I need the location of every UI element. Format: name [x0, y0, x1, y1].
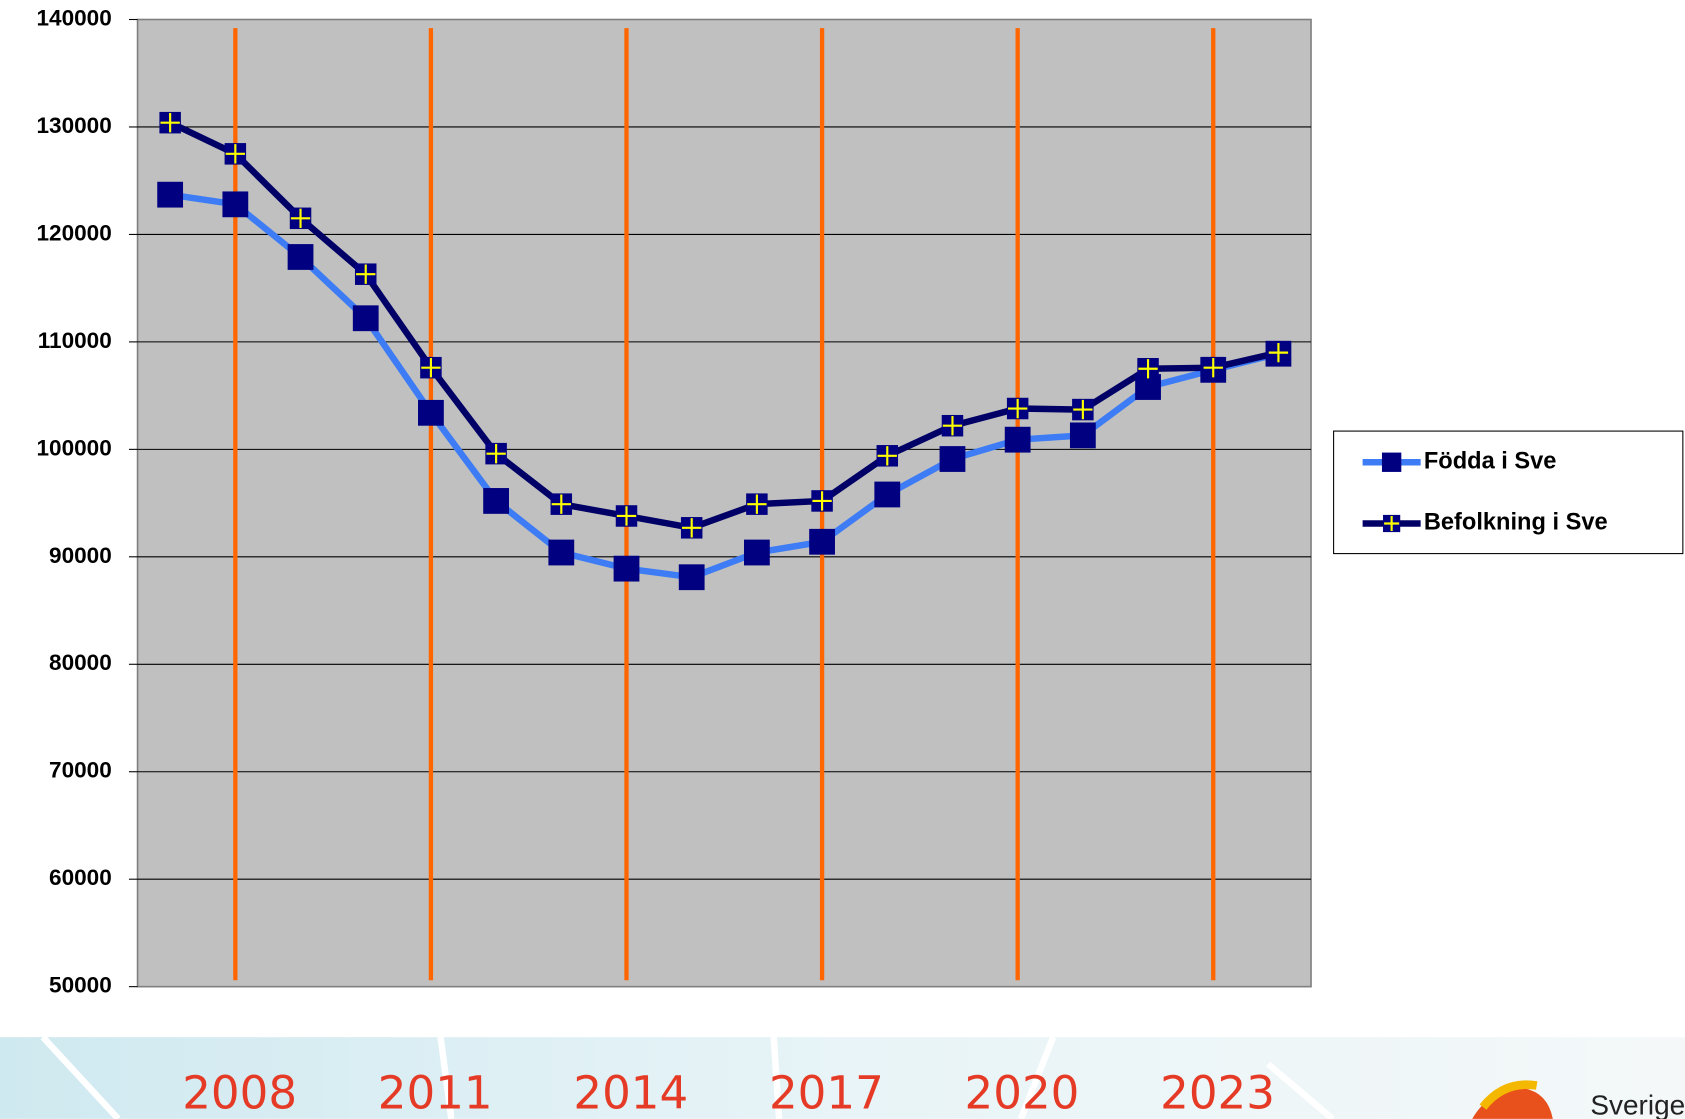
marker-cross [1073, 399, 1093, 420]
x-tick-label: 2014 [573, 1066, 688, 1119]
marker [678, 564, 705, 591]
logo-arc [1479, 1080, 1538, 1110]
marker-cross [551, 494, 571, 514]
marker [483, 488, 510, 514]
x-tick-label: 2023 [1160, 1066, 1275, 1119]
marker [613, 555, 640, 582]
marker [809, 528, 835, 555]
marker [222, 191, 249, 218]
marker-cross [682, 518, 702, 538]
marker-cross [421, 358, 441, 378]
y-tick-label: 110000 [38, 328, 112, 353]
marker [157, 181, 184, 208]
y-tick-label: 130000 [37, 113, 112, 138]
marker-cross [812, 491, 832, 511]
marker [418, 399, 444, 426]
legend-marker [1381, 452, 1402, 472]
marker-cross [1138, 359, 1158, 379]
y-tick-label: 140000 [37, 5, 112, 30]
y-tick-label: 50000 [49, 973, 112, 998]
marker-cross [225, 144, 246, 164]
marker-cross [290, 208, 311, 228]
y-tick-label: 90000 [49, 543, 112, 568]
marker-cross [616, 506, 637, 526]
marker [874, 481, 901, 508]
legend-box [1333, 430, 1684, 555]
legend-label: Födda i Sve [1424, 448, 1557, 474]
y-tick-label: 120000 [37, 220, 112, 245]
marker-cross [356, 264, 376, 284]
marker [287, 244, 314, 270]
plot-area [136, 18, 1312, 988]
marker [1004, 426, 1031, 453]
marker [548, 539, 575, 566]
footer-decoration [40, 1034, 1335, 1119]
y-tick-label: 70000 [49, 758, 112, 783]
y-tick-label: 60000 [49, 865, 112, 890]
marker-cross [747, 494, 767, 514]
marker [743, 539, 770, 566]
marker [1069, 422, 1096, 449]
x-tick-label: 2017 [769, 1066, 884, 1119]
legend-cross [1384, 515, 1400, 532]
y-tick-label: 100000 [37, 435, 112, 460]
legend-label: Befolkning i Sve [1424, 510, 1608, 536]
series-line [168, 119, 1280, 532]
logo-mark [1472, 1087, 1553, 1119]
x-tick-label: 2011 [378, 1066, 493, 1119]
marker-cross [160, 112, 180, 133]
marker [939, 446, 966, 472]
logo-text: Sverige [1590, 1089, 1685, 1119]
marker-cross [1007, 398, 1028, 419]
marker-cross [1268, 342, 1289, 363]
marker-cross [1203, 358, 1223, 378]
x-tick-label: 2020 [965, 1066, 1080, 1119]
x-tick-label: 2008 [182, 1066, 297, 1119]
y-tick-label: 80000 [49, 650, 112, 675]
marker-cross [486, 443, 506, 464]
marker [352, 305, 379, 332]
footer-band [0, 1037, 1685, 1119]
marker-cross [877, 446, 897, 466]
marker-cross [942, 416, 963, 436]
